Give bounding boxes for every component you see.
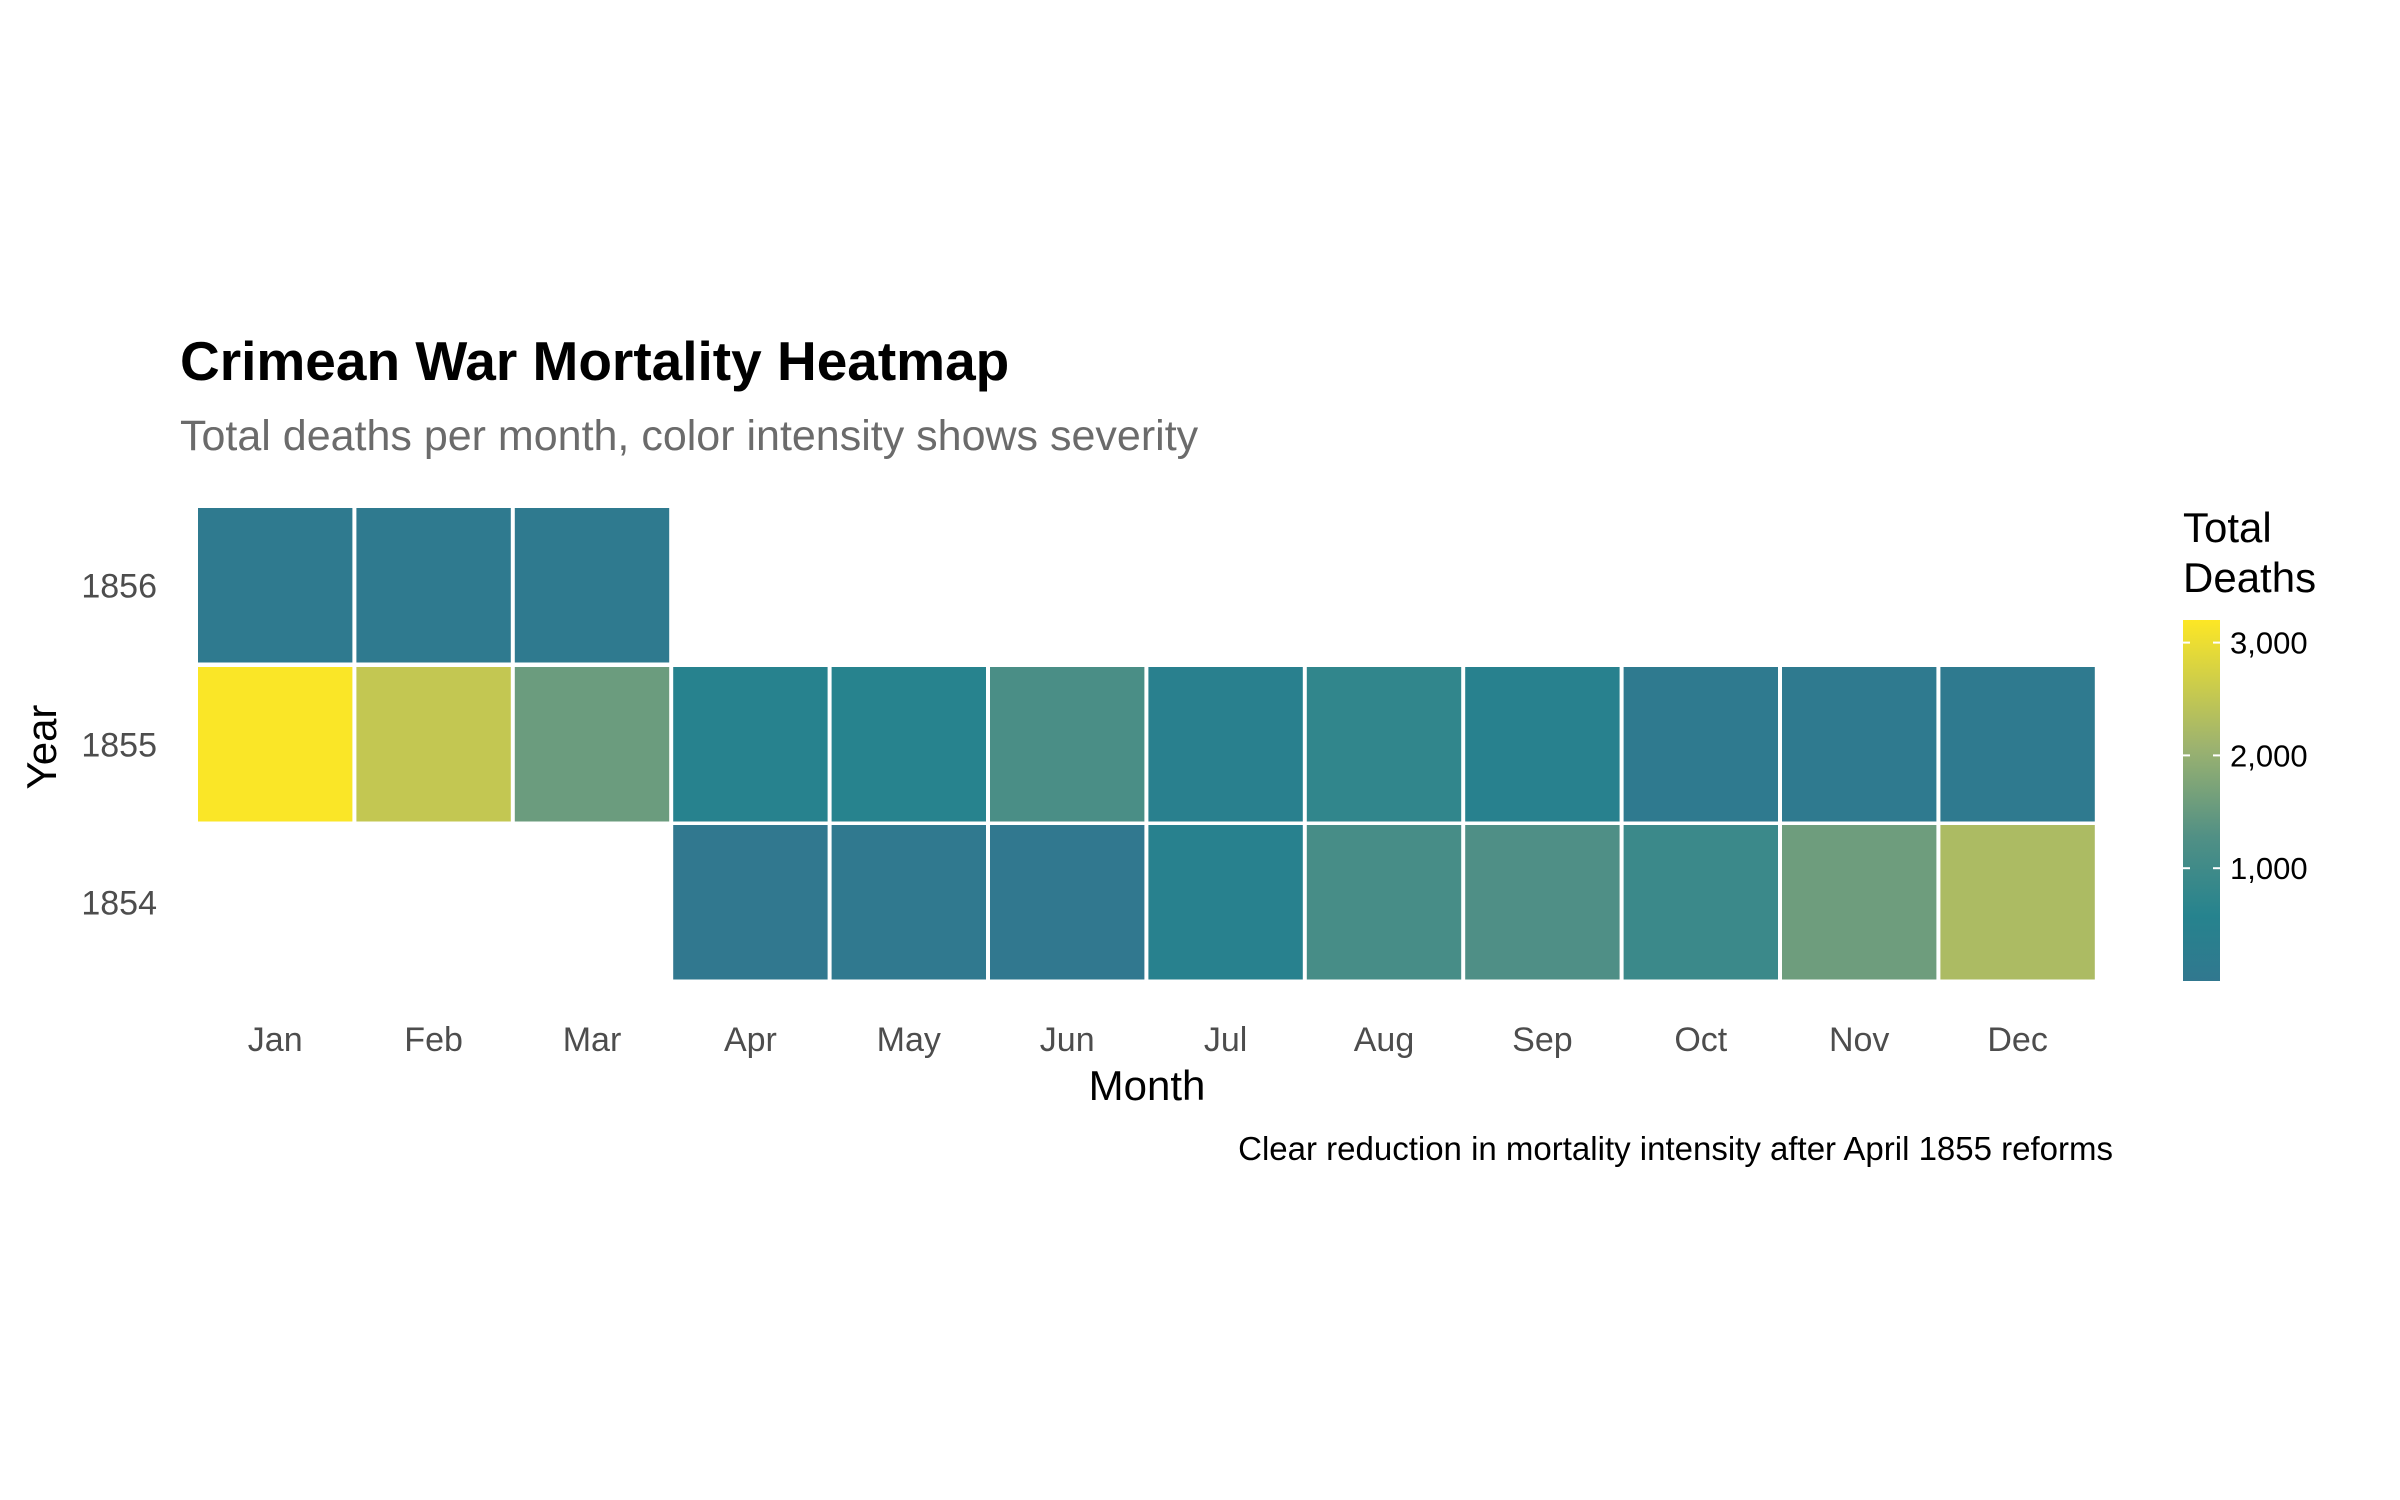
- heatmap-cell-1855-sep: [1465, 667, 1620, 822]
- heatmap-cell-1856-mar: [514, 508, 670, 663]
- x-tick-label-oct: Oct: [1674, 1021, 1727, 1059]
- heatmap-cell-1854-aug: [1306, 825, 1462, 980]
- heatmap-cell-1855-may: [831, 667, 986, 822]
- x-tick-label-apr: Apr: [724, 1021, 777, 1059]
- heatmap-cell-1855-feb: [356, 667, 511, 822]
- legend-title-line-1: Total: [2183, 504, 2272, 551]
- heatmap-cell-1854-nov: [1782, 825, 1937, 980]
- heatmap-cell-1854-dec: [1940, 825, 2095, 980]
- chart-title: Crimean War Mortality Heatmap: [180, 330, 1009, 392]
- x-tick-label-jun: Jun: [1040, 1021, 1095, 1059]
- heatmap-cell-1855-jul: [1148, 667, 1303, 822]
- y-axis-ticks: 1856 1855 1854: [81, 567, 157, 922]
- x-axis-ticks: Jan Feb Mar Apr May Jun Jul Aug Sep Oct Nov Dec: [248, 1021, 2048, 1059]
- legend-tick-label-3000: 3,000: [2230, 626, 2308, 661]
- x-tick-label-dec: Dec: [1987, 1021, 2047, 1059]
- x-tick-label-jul: Jul: [1204, 1021, 1247, 1059]
- heatmap-cell-1855-aug: [1306, 667, 1462, 822]
- chart-subtitle: Total deaths per month, color intensity …: [180, 412, 1199, 460]
- heatmap-cell-1855-apr: [673, 667, 828, 822]
- y-tick-label-1855: 1855: [81, 726, 157, 764]
- legend-tick-label-2000: 2,000: [2230, 738, 2308, 773]
- x-axis-title: Month: [1089, 1062, 1206, 1109]
- legend-title-line-2: Deaths: [2183, 554, 2316, 601]
- x-tick-label-nov: Nov: [1829, 1021, 1889, 1059]
- heatmap-cell-1856-jan: [198, 508, 353, 663]
- y-axis-title: Year: [18, 705, 65, 790]
- heatmap-cell-1854-sep: [1465, 825, 1620, 980]
- heatmap-tiles: [198, 508, 2095, 980]
- heatmap-cell-1855-nov: [1782, 667, 1937, 822]
- x-tick-label-mar: Mar: [563, 1021, 622, 1059]
- x-tick-label-sep: Sep: [1512, 1021, 1573, 1059]
- y-tick-label-1856: 1856: [81, 567, 157, 605]
- heatmap-cell-1855-oct: [1623, 667, 1778, 822]
- x-tick-label-may: May: [877, 1021, 941, 1059]
- heatmap-cell-1854-jun: [990, 825, 1145, 980]
- heatmap-cell-1854-jul: [1148, 825, 1303, 980]
- x-tick-label-feb: Feb: [404, 1021, 463, 1059]
- heatmap-cell-1854-apr: [673, 825, 828, 980]
- x-tick-label-aug: Aug: [1354, 1021, 1415, 1059]
- color-legend: Total Deaths 1,000 2,000 3,000: [2183, 504, 2316, 981]
- legend-ticks: 1,000 2,000 3,000: [2183, 626, 2308, 886]
- x-tick-label-jan: Jan: [248, 1021, 303, 1059]
- heatmap-cell-1855-jun: [990, 667, 1145, 822]
- heatmap-cell-1856-feb: [356, 508, 511, 663]
- chart-caption: Clear reduction in mortality intensity a…: [1238, 1130, 2113, 1167]
- heatmap-cell-1855-dec: [1940, 667, 2095, 822]
- y-tick-label-1854: 1854: [81, 884, 157, 922]
- heatmap-cell-1855-mar: [514, 667, 670, 822]
- heatmap-cell-1854-may: [831, 825, 986, 980]
- legend-colorbar: [2183, 620, 2220, 981]
- heatmap-cell-1854-oct: [1623, 825, 1778, 980]
- heatmap-cell-1855-jan: [198, 667, 353, 822]
- legend-tick-label-1000: 1,000: [2230, 851, 2308, 886]
